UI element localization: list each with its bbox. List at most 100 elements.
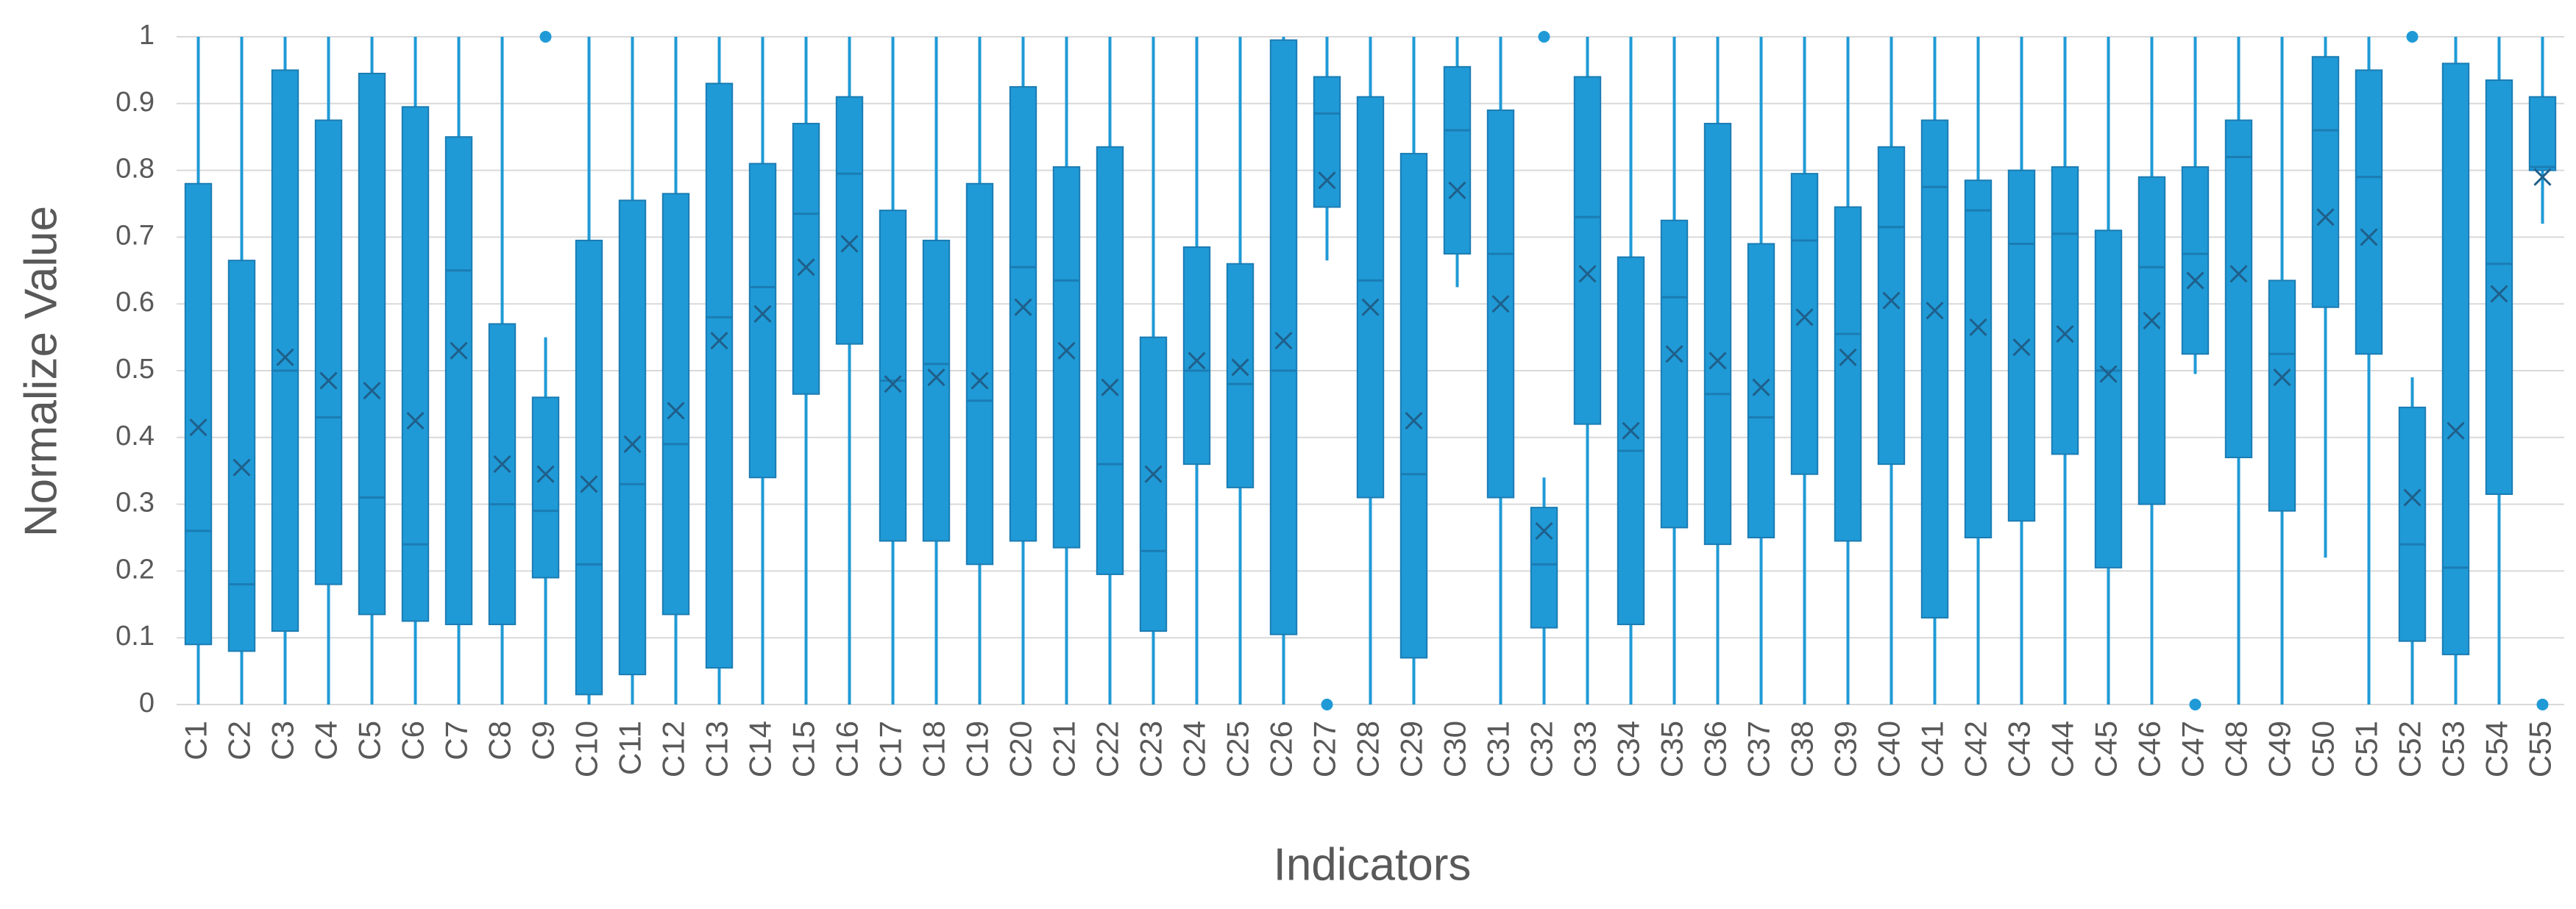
- box: [2007, 169, 2036, 522]
- mean-marker: [1578, 265, 1597, 283]
- box: [705, 82, 734, 669]
- mean-marker: [2143, 311, 2161, 329]
- box: [1573, 76, 1602, 425]
- y-tick-label: 0.3: [116, 488, 155, 518]
- mean-marker: [2056, 324, 2074, 343]
- mean-marker: [2229, 265, 2248, 283]
- box: [2181, 166, 2210, 355]
- y-tick-label: 1: [139, 20, 155, 51]
- x-tick-label: C35: [1655, 721, 1689, 777]
- box: [1182, 246, 1211, 466]
- mean-marker: [2533, 168, 2552, 186]
- outlier: [539, 31, 552, 43]
- box: [922, 239, 951, 542]
- box: [1834, 206, 1862, 542]
- x-tick-label: C34: [1611, 721, 1646, 777]
- x-tick-label: C32: [1525, 721, 1559, 777]
- box: [444, 136, 473, 626]
- x-tick-label: C29: [1394, 721, 1429, 777]
- box: [2355, 69, 2383, 355]
- mean-marker: [1231, 358, 1249, 377]
- box: [2051, 166, 2079, 455]
- mean-marker: [2012, 338, 2031, 357]
- y-tick-label: 0.7: [116, 220, 155, 251]
- x-tick-label: C37: [1742, 721, 1776, 777]
- mean-marker: [1448, 181, 1466, 199]
- mean-marker: [2360, 228, 2378, 246]
- mean-marker: [884, 375, 902, 393]
- mean-marker: [363, 382, 381, 400]
- x-tick-label: C5: [352, 721, 387, 760]
- x-tick-label: C22: [1090, 721, 1125, 777]
- y-tick-label: 0.1: [116, 621, 155, 652]
- mean-marker: [319, 371, 338, 390]
- mean-marker: [1361, 298, 1380, 316]
- x-tick-label: C1: [179, 721, 213, 760]
- mean-marker: [1188, 352, 1206, 370]
- box: [2441, 63, 2470, 655]
- mean-marker: [667, 402, 685, 420]
- x-tick-label: C43: [2002, 721, 2037, 777]
- box: [358, 72, 386, 616]
- mean-marker: [2490, 285, 2508, 303]
- box: [2528, 96, 2557, 171]
- box: [748, 163, 777, 479]
- x-tick-label: C17: [873, 721, 908, 777]
- box: [2485, 79, 2513, 495]
- outlier: [1538, 31, 1550, 43]
- box: [531, 396, 560, 579]
- mean-marker: [406, 412, 425, 430]
- mean-marker: [753, 304, 772, 323]
- mean-marker: [2316, 208, 2335, 227]
- y-tick-label: 0.4: [116, 421, 155, 452]
- box: [488, 323, 517, 626]
- x-tick-label: C45: [2089, 721, 2123, 777]
- mean-marker: [1101, 378, 1119, 396]
- outlier: [2189, 699, 2201, 710]
- x-tick-label: C41: [1915, 721, 1950, 777]
- box: [1964, 179, 1993, 538]
- box: [2224, 119, 2253, 459]
- box: [1660, 219, 1689, 529]
- x-tick-label: C8: [483, 721, 517, 760]
- x-tick-label: C20: [1004, 721, 1038, 777]
- x-axis-title: Indicators: [1274, 839, 1472, 890]
- x-tick-label: C23: [1134, 721, 1168, 777]
- x-tick-label: C3: [266, 721, 300, 760]
- box: [1356, 96, 1385, 499]
- y-tick-label: 0: [139, 688, 155, 719]
- x-tick-label: C26: [1264, 721, 1299, 777]
- x-tick-label: C18: [917, 721, 951, 777]
- x-tick-label: C51: [2349, 721, 2384, 777]
- mean-marker: [1752, 378, 1770, 396]
- box: [1877, 146, 1906, 466]
- mean-marker: [1795, 308, 1814, 327]
- y-tick-label: 0.8: [116, 154, 155, 185]
- mean-marker: [580, 475, 598, 493]
- x-tick-label: C27: [1307, 721, 1342, 777]
- box: [314, 119, 343, 585]
- x-tick-label: C7: [439, 721, 474, 760]
- box: [401, 106, 430, 622]
- y-tick-label: 0.6: [116, 287, 155, 318]
- box: [1052, 166, 1081, 549]
- box: [227, 260, 256, 652]
- box: [1617, 256, 1645, 626]
- mean-marker: [450, 341, 468, 360]
- mean-marker: [189, 418, 207, 437]
- x-tick-label: C12: [656, 721, 691, 777]
- box: [184, 182, 213, 646]
- box: [1920, 119, 1949, 619]
- mean-marker: [233, 458, 251, 477]
- x-tick-label: C21: [1047, 721, 1082, 777]
- box: [661, 193, 690, 616]
- mean-marker: [2447, 421, 2465, 440]
- mean-marker: [1709, 352, 1727, 370]
- y-tick-label: 0.2: [116, 554, 155, 585]
- x-tick-label: C11: [613, 721, 647, 775]
- box: [1313, 76, 1341, 208]
- x-tick-label: C52: [2393, 721, 2427, 777]
- x-tick-label: C24: [1177, 721, 1212, 777]
- x-tick-label: C4: [309, 721, 344, 760]
